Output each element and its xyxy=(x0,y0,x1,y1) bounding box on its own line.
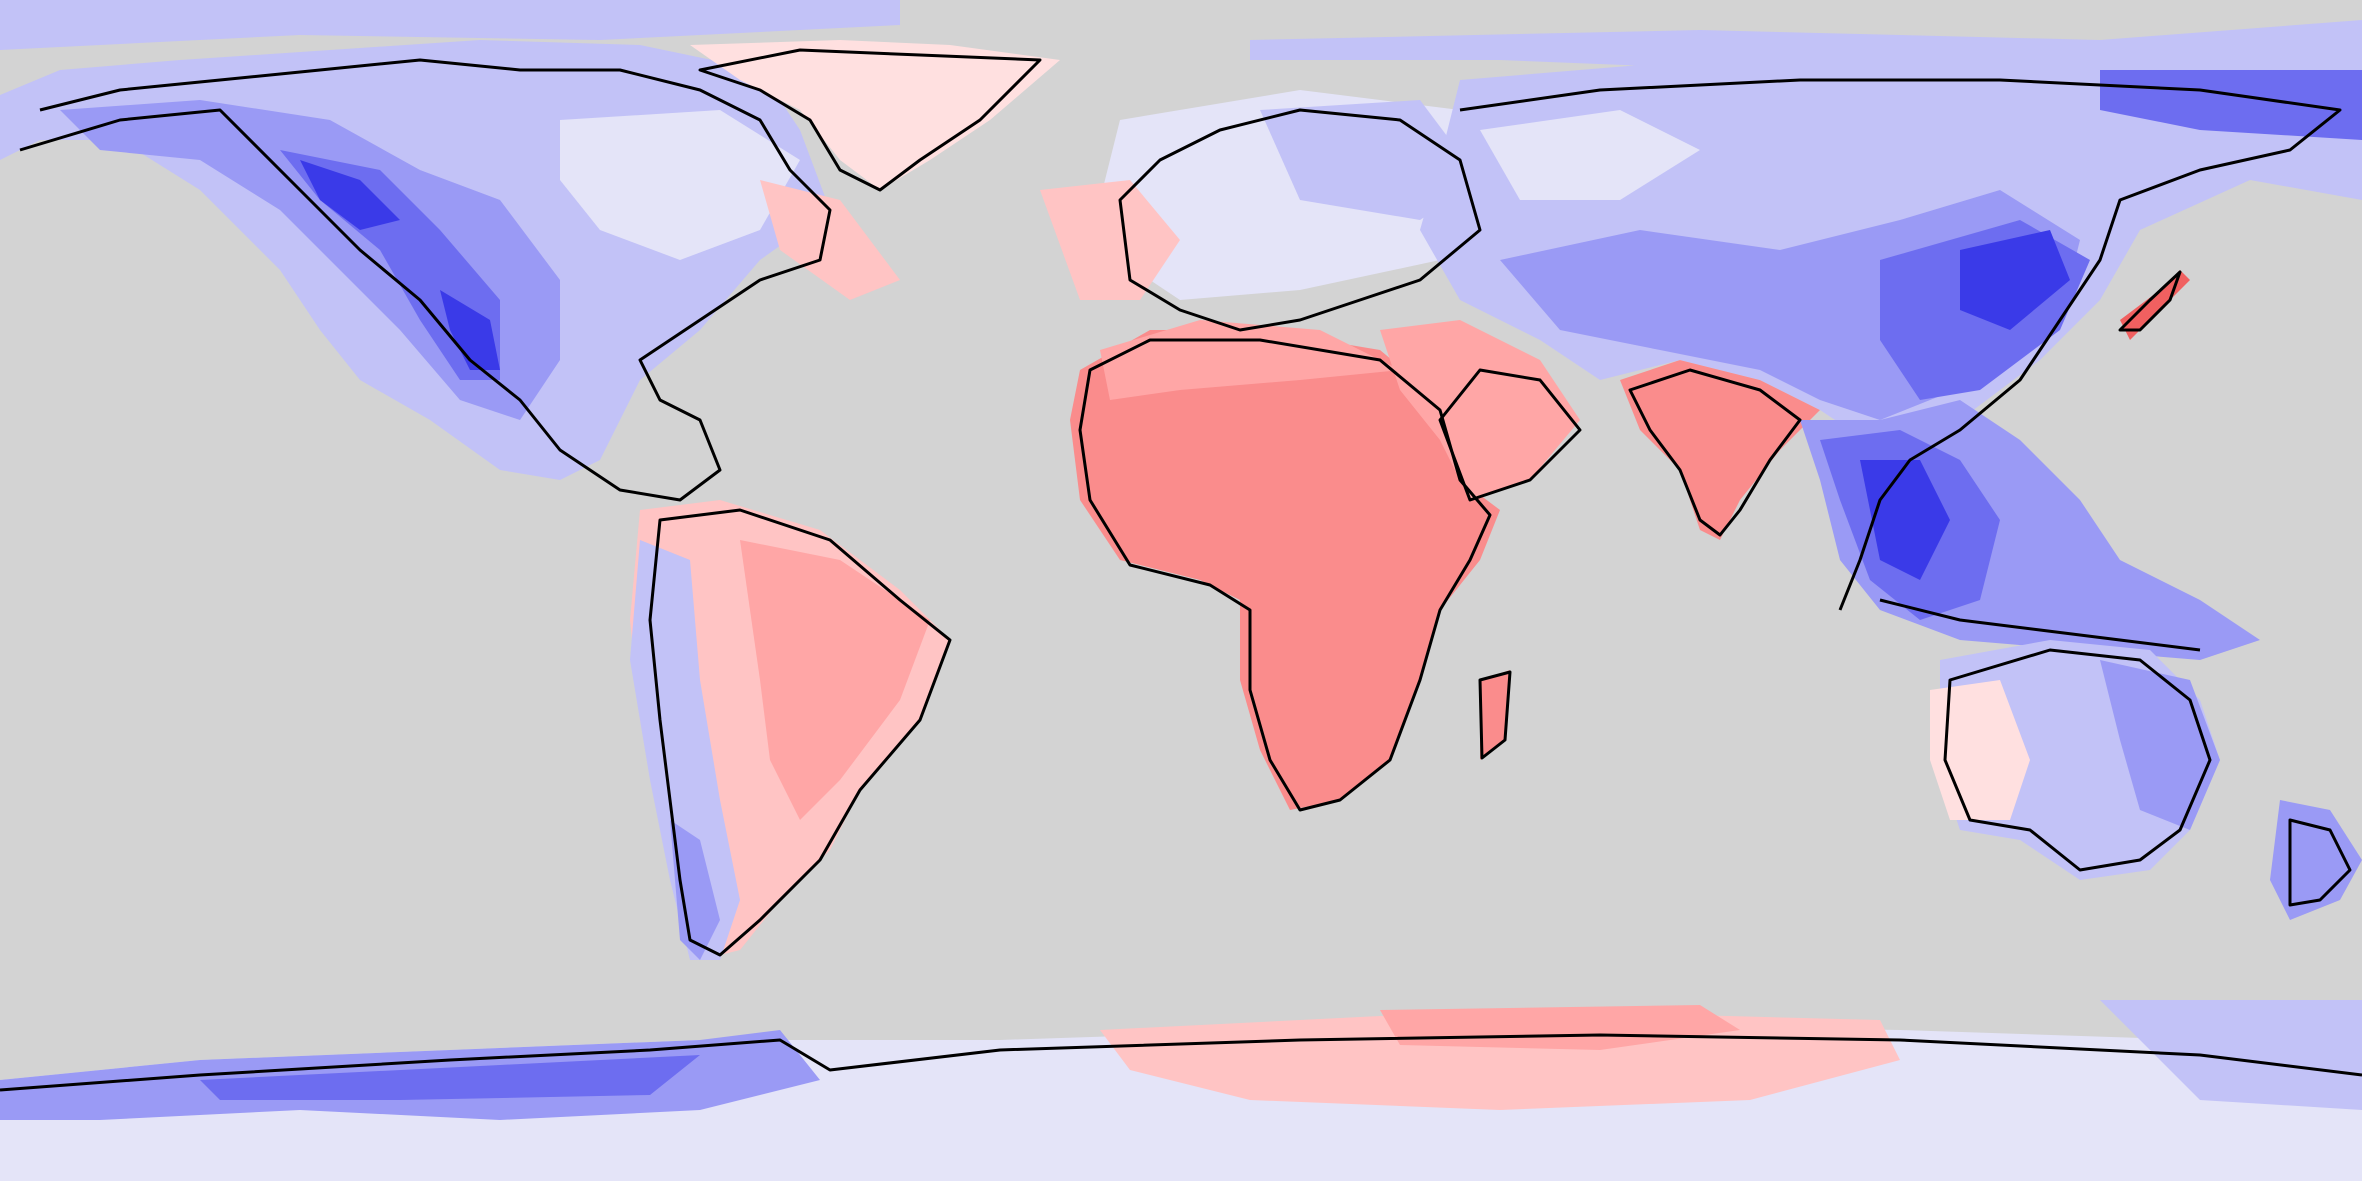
coast-greenland xyxy=(698,48,1042,192)
coast-indonesia xyxy=(1879,598,2201,652)
coast-north-america xyxy=(19,58,832,502)
japan-red xyxy=(2120,270,2190,340)
coast-arabia xyxy=(1438,368,1582,502)
coast-africa xyxy=(1078,338,1492,812)
sa-west-blue xyxy=(630,540,740,960)
coast-new-zealand xyxy=(2288,818,2352,907)
coastlines xyxy=(0,48,2362,1092)
middle-east xyxy=(1380,320,1580,500)
na-blue-deep-2 xyxy=(440,290,500,370)
sa-west-blue-strong xyxy=(670,820,720,960)
coast-south-america xyxy=(648,508,952,957)
coast-japan xyxy=(2118,270,2182,332)
ant-east-red xyxy=(1380,1005,1740,1050)
eu-west-pink xyxy=(1040,180,1180,300)
madagascar xyxy=(1480,670,1510,760)
coast-antarctica xyxy=(0,1033,2362,1092)
coast-india xyxy=(1628,368,1802,537)
north-america xyxy=(0,40,900,480)
sa-red xyxy=(740,540,930,820)
sea-deep xyxy=(1860,460,1950,580)
na-blue-deep xyxy=(300,160,400,230)
europe xyxy=(1040,90,1500,300)
india xyxy=(1620,360,1820,540)
coast-madagascar xyxy=(1478,670,1512,760)
asia-blue-deep xyxy=(1960,230,2070,330)
na-canada-pale xyxy=(560,110,800,260)
nz xyxy=(2270,800,2362,920)
coast-asia xyxy=(1459,78,2342,611)
ant-west-blue-strong xyxy=(200,1055,700,1100)
southeast-asia xyxy=(1800,400,2260,660)
greenland xyxy=(690,40,1060,190)
eu-blue xyxy=(1260,100,1480,220)
asia xyxy=(1420,60,2362,450)
coast-europe xyxy=(1118,108,1482,332)
south-america xyxy=(630,500,950,960)
asia-pale xyxy=(1480,110,1700,200)
arctic-band xyxy=(0,0,900,50)
africa xyxy=(1070,330,1500,810)
na-east-pink xyxy=(760,180,900,300)
antarctica xyxy=(0,1000,2362,1181)
ant-east-blue xyxy=(2100,1000,2362,1110)
coast-australia xyxy=(1943,648,2212,872)
